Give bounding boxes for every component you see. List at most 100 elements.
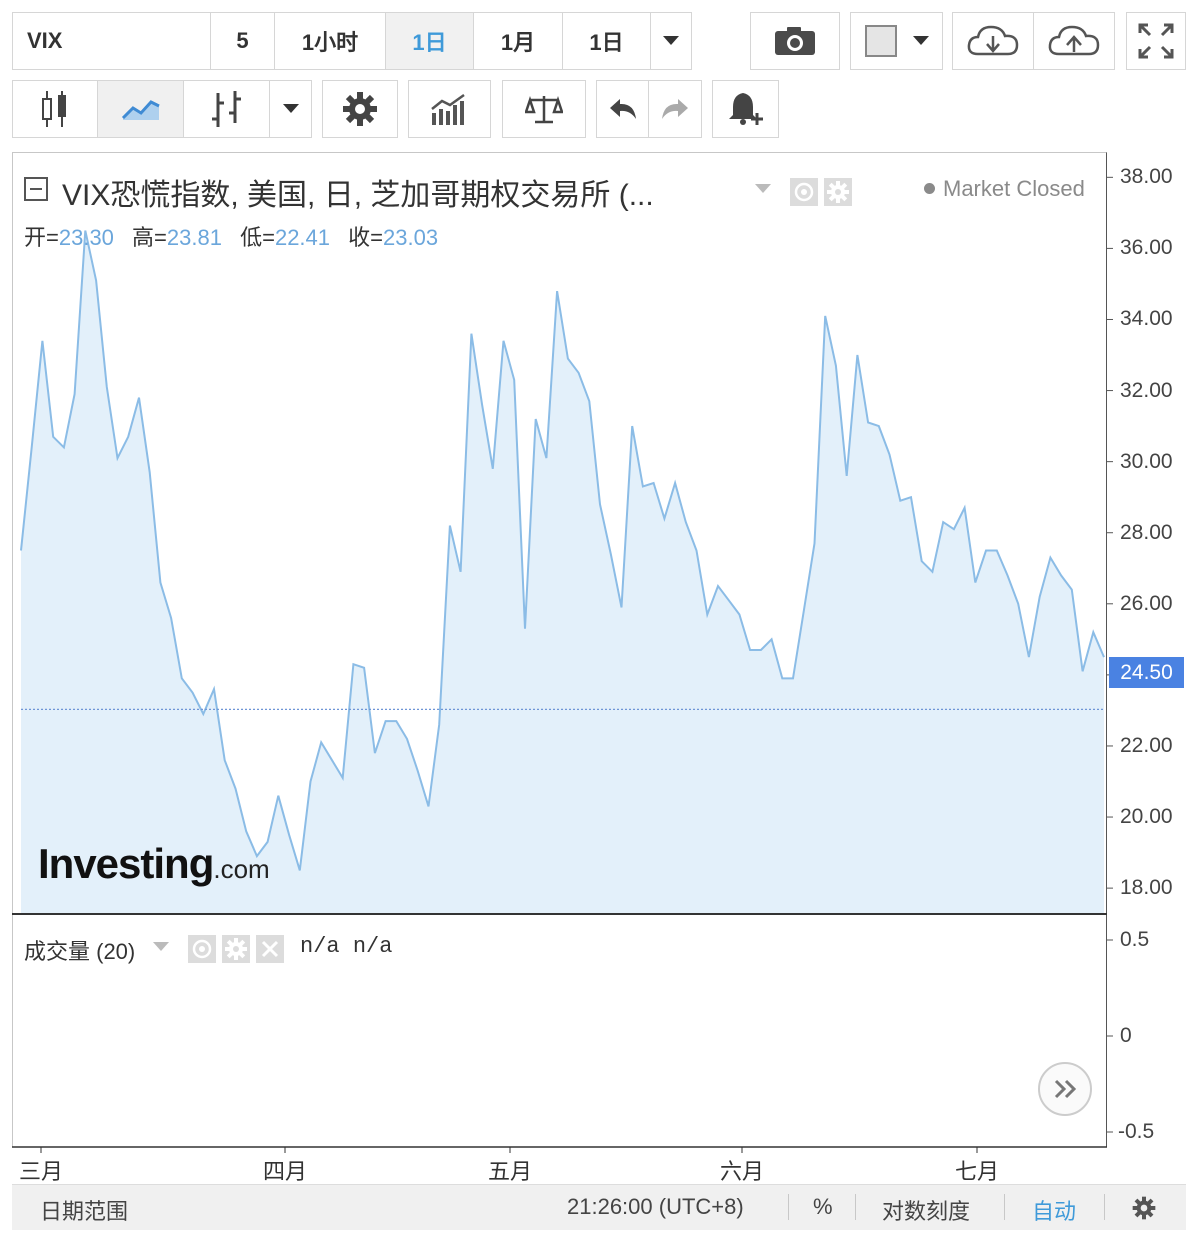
percent-toggle[interactable]: %	[813, 1194, 833, 1219]
camera-icon	[775, 27, 815, 55]
y-tick-label: 26.00	[1120, 591, 1173, 615]
y-tick-label: 36.00	[1120, 236, 1173, 260]
y-tick-label: 20.00	[1120, 805, 1173, 829]
divider	[1004, 1194, 1005, 1220]
fullscreen-icon	[1138, 23, 1174, 59]
interval-5-button[interactable]: 5	[210, 12, 275, 70]
area-chart-button[interactable]	[97, 80, 184, 138]
low-label: 低=	[240, 225, 275, 250]
date-range-button[interactable]: 日期范围	[40, 1199, 129, 1224]
indicators-icon	[430, 93, 465, 125]
instrument-title: VIX恐慌指数, 美国, 日, 芝加哥期权交易所 (...	[62, 179, 654, 212]
y-tick-label: 30.00	[1120, 449, 1173, 473]
area-chart-icon	[121, 100, 160, 120]
color-swatch	[864, 25, 897, 57]
settings-button[interactable]	[322, 80, 398, 138]
volume-value-2: n/a	[352, 934, 393, 959]
y-tick-label: 22.00	[1120, 733, 1173, 757]
interval-1m-button[interactable]: 1月	[473, 12, 563, 70]
y-tick-label: 34.00	[1120, 307, 1173, 331]
interval-1h-label: 1小时	[301, 30, 359, 55]
gear-icon	[1132, 1196, 1156, 1220]
interval-1d-label: 1日	[412, 30, 447, 55]
clock-timezone[interactable]: 21:26:00 (UTC+8)	[567, 1194, 744, 1219]
symbol-text: VIX	[27, 28, 63, 53]
y-tick-label: 32.00	[1120, 378, 1173, 402]
y-tick-label: 28.00	[1120, 520, 1173, 544]
interval-1h-button[interactable]: 1小时	[274, 12, 386, 70]
cloud-download-icon	[967, 25, 1019, 56]
series-settings-icon[interactable]	[824, 178, 852, 206]
volume-values: n/a n/a	[300, 934, 392, 959]
market-status: Market Closed	[924, 176, 1085, 202]
caret-down-icon	[282, 104, 299, 113]
interval-1m-label: 1月	[500, 30, 536, 55]
open-label: 开=	[24, 225, 59, 250]
range-dropdown-button[interactable]	[650, 12, 692, 70]
caret-down-icon	[663, 36, 679, 45]
series-line	[20, 230, 1105, 871]
logo-main-text: Investing	[38, 840, 214, 887]
fullscreen-button[interactable]	[1126, 12, 1186, 70]
volume-dropdown-icon[interactable]	[153, 942, 169, 952]
investing-logo: Investing.com	[38, 840, 270, 888]
last-price-tag: 24.50	[1109, 657, 1184, 688]
high-label: 高=	[132, 225, 167, 250]
interval-5-label: 5	[236, 28, 249, 53]
divider	[855, 1194, 856, 1220]
legend-dropdown-icon[interactable]	[755, 184, 771, 194]
screenshot-button[interactable]	[750, 12, 840, 70]
interval-1d-button[interactable]: 1日	[385, 12, 474, 70]
add-alert-button[interactable]	[712, 80, 779, 138]
volume-close-icon[interactable]	[256, 935, 284, 963]
chart-type-dropdown[interactable]	[269, 80, 312, 138]
logo-domain-text: .com	[213, 854, 270, 884]
collapse-legend-button[interactable]	[24, 177, 48, 201]
candlestick-icon	[42, 91, 66, 127]
undo-button[interactable]	[596, 80, 649, 138]
redo-button[interactable]	[648, 80, 702, 138]
indicators-button[interactable]	[408, 80, 491, 138]
close-value: 23.03	[383, 225, 439, 250]
ohlc-readout: 开=23.30 高=23.81 低=22.41 收=23.03	[24, 220, 450, 252]
volume-tick: 0.5	[1120, 928, 1150, 951]
redo-icon	[662, 99, 688, 119]
color-picker-button[interactable]	[850, 12, 943, 70]
low-value: 22.41	[274, 225, 331, 250]
range-1d-label: 1日	[589, 30, 624, 55]
close-label: 收=	[348, 225, 383, 250]
cloud-download-button[interactable]	[952, 12, 1034, 70]
double-chevron-right-icon	[1054, 1079, 1077, 1099]
gear-icon	[343, 92, 377, 126]
scroll-to-latest-button[interactable]	[1038, 1062, 1092, 1116]
bottom-bar	[12, 1184, 1186, 1230]
axis-settings-button[interactable]	[1132, 1196, 1156, 1226]
status-dot-icon	[924, 183, 935, 194]
caret-down-icon	[912, 36, 929, 45]
volume-visibility-icon[interactable]	[188, 935, 216, 963]
compare-button[interactable]	[502, 80, 586, 138]
x-tick-label: 四月	[263, 1159, 308, 1184]
visibility-eye-icon[interactable]	[790, 178, 818, 206]
balance-scale-icon	[525, 96, 563, 124]
chart-frame	[12, 152, 1107, 1147]
bell-plus-icon	[728, 93, 763, 125]
symbol-input[interactable]: VIX	[12, 12, 211, 70]
bar-style-button[interactable]	[183, 80, 270, 138]
cloud-upload-button[interactable]	[1033, 12, 1115, 70]
volume-settings-icon[interactable]	[222, 935, 250, 963]
x-tick-label: 三月	[19, 1159, 64, 1184]
high-value: 23.81	[166, 225, 222, 250]
y-tick-label: 18.00	[1120, 876, 1173, 900]
market-status-text: Market Closed	[943, 176, 1085, 201]
cloud-upload-icon	[1048, 25, 1100, 56]
candlestick-button[interactable]	[12, 80, 98, 138]
volume-tick: 0	[1120, 1024, 1132, 1047]
log-scale-toggle[interactable]: 对数刻度	[882, 1199, 971, 1224]
divider	[1104, 1194, 1105, 1220]
volume-label: 成交量 (20)	[24, 939, 136, 964]
undo-icon	[609, 99, 636, 119]
auto-scale-toggle[interactable]: 自动	[1032, 1199, 1077, 1224]
area-fill	[21, 230, 1104, 914]
